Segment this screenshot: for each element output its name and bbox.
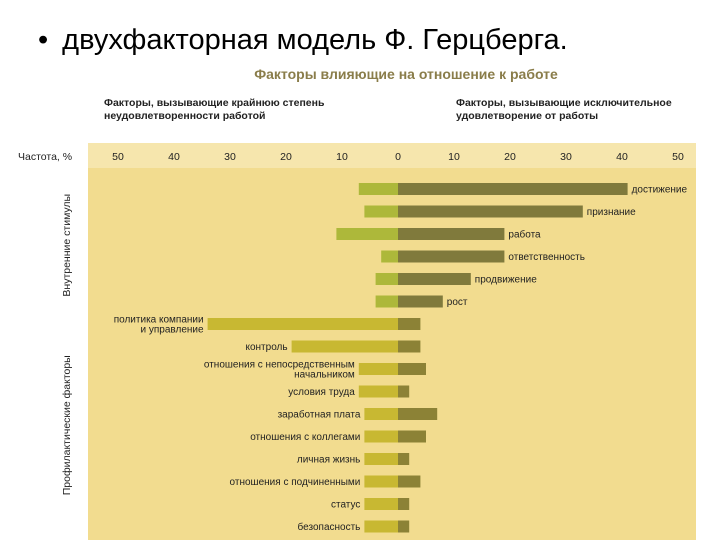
factor-label: отношения с подчиненными [230,477,361,488]
factor-label: и управление [141,325,204,336]
tick-label: 50 [672,151,684,163]
factor-label: отношения с коллегами [250,432,360,443]
bar-dissatisfaction [364,408,398,420]
slide-title: • двухфакторная модель Ф. Герцберга. [38,24,568,57]
bar-satisfaction [398,340,421,353]
bar-satisfaction [398,498,410,510]
right-header-line: Факторы, вызывающие исключительное [456,97,672,109]
factor-label: работа [508,229,541,241]
factor-label: личная жизнь [297,455,361,466]
bar-dissatisfaction [364,498,398,510]
bar-satisfaction [398,363,426,375]
bar-satisfaction [398,475,421,488]
bar-satisfaction [398,250,505,263]
bar-dissatisfaction [375,273,398,285]
tick-label: 20 [280,151,292,163]
factor-label: условия труда [288,387,355,398]
tick-label: 10 [336,151,348,163]
group-label: Профилактические факторы [61,355,73,495]
bar-satisfaction [398,228,505,240]
factor-label: безопасность [298,521,361,533]
factor-label: контроль [245,342,287,353]
factor-label: статус [331,500,360,511]
bar-satisfaction [398,205,583,218]
chart-title: Факторы влияющие на отношение к работе [254,66,558,82]
tick-label: 30 [224,151,236,163]
factor-label: заработная плата [278,409,361,421]
bar-satisfaction [398,408,438,420]
bar-dissatisfaction [364,430,398,443]
tick-label: 40 [616,151,628,163]
title-bullet: • [38,24,49,56]
factor-label: ответственность [508,252,585,263]
tick-label: 20 [504,151,516,163]
bar-dissatisfaction [358,183,398,195]
left-header-line: Факторы, вызывающие крайнюю степень [104,97,325,109]
bar-dissatisfaction [358,385,398,398]
axis-band [88,143,696,168]
bar-satisfaction [398,318,421,330]
bar-dissatisfaction [364,205,398,218]
tick-label: 30 [560,151,572,163]
bar-satisfaction [398,273,471,285]
factor-label: отношения с непосредственным [204,360,355,371]
bar-dissatisfaction [364,520,398,533]
left-header-line: неудовлетворенности работой [104,110,265,122]
bar-satisfaction [398,520,410,533]
factor-label: достижение [632,185,688,196]
group-label: Внутренние стимулы [61,194,73,297]
right-header-line: удовлетворение от работы [456,110,598,122]
bar-satisfaction [398,295,443,308]
axis-label: Частота, % [18,151,72,163]
bar-satisfaction [398,453,410,465]
factor-label: продвижение [475,275,537,286]
bar-dissatisfaction [381,250,398,263]
bar-dissatisfaction [358,363,398,375]
tick-label: 10 [448,151,460,163]
bar-dissatisfaction [364,453,398,465]
bar-dissatisfaction [364,475,398,488]
factor-label: начальником [294,370,355,381]
factor-label: признание [587,207,636,218]
tick-label: 50 [112,151,124,163]
bar-satisfaction [398,183,628,195]
bar-satisfaction [398,385,410,398]
bar-dissatisfaction [375,295,398,308]
tick-label: 40 [168,151,180,163]
factor-label: политика компании [114,315,204,326]
bar-dissatisfaction [336,228,398,240]
factor-label: рост [447,297,468,308]
bar-satisfaction [398,430,426,443]
tick-label: 0 [395,151,401,163]
bar-dissatisfaction [291,340,398,353]
bar-dissatisfaction [207,318,398,330]
title-text: двухфакторная модель Ф. Герцберга. [62,24,568,56]
